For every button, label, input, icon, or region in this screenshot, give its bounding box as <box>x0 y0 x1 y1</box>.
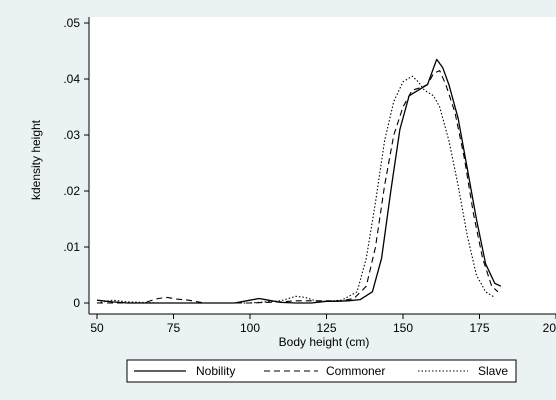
legend-label-commoner: Commoner <box>326 364 385 378</box>
x-tick-label: 175 <box>469 321 489 335</box>
x-axis-ticks: 50 75 100 125 150 175 20 <box>90 314 556 335</box>
legend-items: Nobility Commoner Slave <box>134 364 508 378</box>
x-tick-label: 150 <box>393 321 413 335</box>
legend-label-nobility: Nobility <box>196 364 235 378</box>
legend: Nobility Commoner Slave <box>126 359 517 383</box>
plot-area <box>89 17 556 314</box>
x-tick-label: 100 <box>240 321 260 335</box>
y-tick-label: 0 <box>73 296 80 310</box>
series-layer <box>96 58 502 304</box>
x-tick-label: 75 <box>167 321 181 335</box>
y-tick-label: .03 <box>63 128 80 142</box>
series-line-slave <box>96 75 496 304</box>
x-tick-label: 50 <box>90 321 104 335</box>
series-line-commoner <box>97 70 499 304</box>
x-tick-label: 20 <box>543 321 556 335</box>
y-axis-title: kdensity height <box>29 119 43 200</box>
y-tick-label: .02 <box>63 184 80 198</box>
y-tick-label: .01 <box>63 240 80 254</box>
y-tick-label: .05 <box>63 16 80 30</box>
legend-box <box>126 359 517 383</box>
y-tick-label: .04 <box>63 72 80 86</box>
x-tick-label: 125 <box>316 321 336 335</box>
y-axis-ticks: 0 .01 .02 .03 .04 .05 <box>63 16 89 310</box>
x-axis-title: Body height (cm) <box>279 335 370 349</box>
legend-label-slave: Slave <box>478 364 508 378</box>
